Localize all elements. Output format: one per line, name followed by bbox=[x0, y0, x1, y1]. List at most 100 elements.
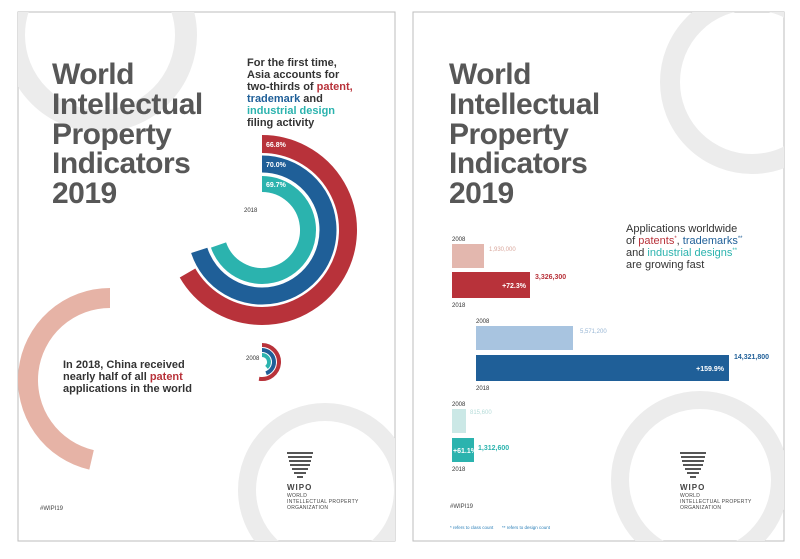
callout-text: are growing fast bbox=[626, 259, 704, 271]
callout-text: of bbox=[626, 235, 638, 247]
callout-line: and industrial designs** bbox=[626, 247, 738, 259]
footnote-mark: ** bbox=[738, 236, 743, 242]
footnote-mark: * bbox=[674, 236, 677, 242]
bar-2008 bbox=[476, 326, 573, 350]
callout-highlight: industrial design bbox=[247, 105, 335, 117]
footnote: * refers to class count bbox=[450, 525, 494, 530]
china-line: applications in the world bbox=[63, 383, 192, 395]
china-line: In 2018, China received bbox=[63, 359, 185, 371]
year-label: 2008 bbox=[452, 402, 466, 408]
bar-2008 bbox=[452, 409, 466, 433]
footnote-mark: ** bbox=[732, 248, 737, 254]
logo-name: WIPO bbox=[680, 483, 705, 492]
logo-org: INTELLECTUAL PROPERTY bbox=[680, 499, 752, 505]
logo-name: WIPO bbox=[287, 483, 312, 492]
value-label: 1,312,600 bbox=[478, 445, 509, 452]
small-design-ring bbox=[261, 353, 271, 369]
patent-ring bbox=[179, 135, 357, 325]
callout-text: , bbox=[677, 235, 683, 247]
callout-line: For the first time, bbox=[247, 57, 337, 69]
title-line: Intellectual bbox=[449, 88, 600, 121]
left-cover: World Intellectual Property Indicators 2… bbox=[17, 11, 396, 542]
value-label: 14,321,800 bbox=[734, 354, 769, 361]
callout-text: and bbox=[300, 93, 323, 105]
ring-label: 66.8% bbox=[266, 142, 287, 149]
logo-org: ORGANIZATION bbox=[287, 505, 328, 511]
title-line: Indicators bbox=[449, 147, 587, 180]
callout-line: filing activity bbox=[247, 117, 315, 129]
title-line: Intellectual bbox=[52, 88, 203, 121]
callout-line: are growing fast bbox=[626, 259, 704, 271]
year-label: 2008 bbox=[452, 237, 466, 243]
year-label: 2018 bbox=[452, 467, 466, 473]
callout-highlight: patent, bbox=[317, 81, 353, 93]
callout-highlight: industrial designs bbox=[647, 247, 732, 259]
year-label: 2008 bbox=[476, 319, 490, 325]
logo-org: INTELLECTUAL PROPERTY bbox=[287, 499, 359, 505]
hashtag: #WIPI19 bbox=[40, 506, 64, 512]
hashtag: #WIPI19 bbox=[450, 504, 474, 510]
grey-ring bbox=[611, 391, 784, 541]
logo-org: ORGANIZATION bbox=[680, 505, 721, 511]
china-share: 46.4% bbox=[99, 461, 120, 468]
china-text: In 2018, China received bbox=[63, 359, 185, 371]
right-cover: World Intellectual Property Indicators 2… bbox=[412, 11, 785, 542]
china-text: nearly half of all bbox=[63, 371, 150, 383]
china-ring bbox=[18, 288, 111, 470]
bar-2018 bbox=[452, 438, 474, 462]
small-patent-ring bbox=[258, 343, 281, 381]
design-ring bbox=[210, 176, 316, 284]
callout-text: For the first time, bbox=[247, 57, 337, 69]
value-label: 3,326,300 bbox=[535, 274, 566, 281]
grey-ring bbox=[18, 12, 197, 132]
callout-line: industrial design bbox=[247, 105, 335, 117]
china-line: nearly half of all patent bbox=[63, 371, 183, 383]
growth-label: +61.1% bbox=[453, 448, 478, 455]
callout-text: filing activity bbox=[247, 117, 315, 129]
title-line: World bbox=[449, 58, 531, 91]
small-trademark-ring bbox=[261, 348, 276, 376]
footnote: ** refers to design count bbox=[502, 525, 551, 530]
callout-line: Asia accounts for bbox=[247, 69, 340, 81]
value-label: 1,930,000 bbox=[489, 247, 516, 253]
callout-line: Applications worldwide bbox=[626, 223, 737, 235]
grey-ring bbox=[238, 403, 395, 541]
callout-text: Applications worldwide bbox=[626, 223, 737, 235]
callout-highlight: patents bbox=[638, 235, 675, 247]
grey-ring bbox=[660, 12, 784, 174]
decor-rings bbox=[18, 12, 395, 541]
bar-2018 bbox=[476, 355, 729, 381]
decor-rings bbox=[611, 12, 784, 541]
value-label: 815,600 bbox=[470, 410, 492, 416]
year-label: 2008 bbox=[246, 356, 260, 362]
year-label: 2018 bbox=[476, 386, 490, 392]
growth-label: +159.9% bbox=[696, 366, 725, 373]
callout-line: trademark and bbox=[247, 93, 323, 105]
bar-2018 bbox=[452, 272, 530, 298]
ring-label: 69.7% bbox=[266, 182, 287, 189]
trademark-ring bbox=[191, 155, 337, 305]
title-line: World bbox=[52, 58, 134, 91]
title-line: Indicators bbox=[52, 147, 190, 180]
bar-2008 bbox=[452, 244, 484, 268]
year-label: 2018 bbox=[452, 303, 466, 309]
callout-text: Asia accounts for bbox=[247, 69, 340, 81]
title-line: Property bbox=[449, 118, 569, 151]
logo-org: WORLD bbox=[680, 493, 700, 499]
growth-label: +72.3% bbox=[502, 283, 527, 290]
logo-org: WORLD bbox=[287, 493, 307, 499]
title-line: 2019 bbox=[52, 177, 117, 210]
title-line: Property bbox=[52, 118, 172, 151]
year-label: 2018 bbox=[244, 208, 258, 214]
callout-highlight: trademark bbox=[247, 93, 301, 105]
callout-text: two-thirds of bbox=[247, 81, 317, 93]
callout-highlight: trademarks bbox=[683, 235, 739, 247]
callout-text: and bbox=[626, 247, 647, 259]
ring-label: 70.0% bbox=[266, 162, 287, 169]
value-label: 5,571,200 bbox=[580, 329, 607, 335]
callout-line: of patents*, trademarks** bbox=[626, 235, 743, 247]
china-highlight: patent bbox=[150, 371, 183, 383]
callout-line: two-thirds of patent, bbox=[247, 81, 353, 93]
